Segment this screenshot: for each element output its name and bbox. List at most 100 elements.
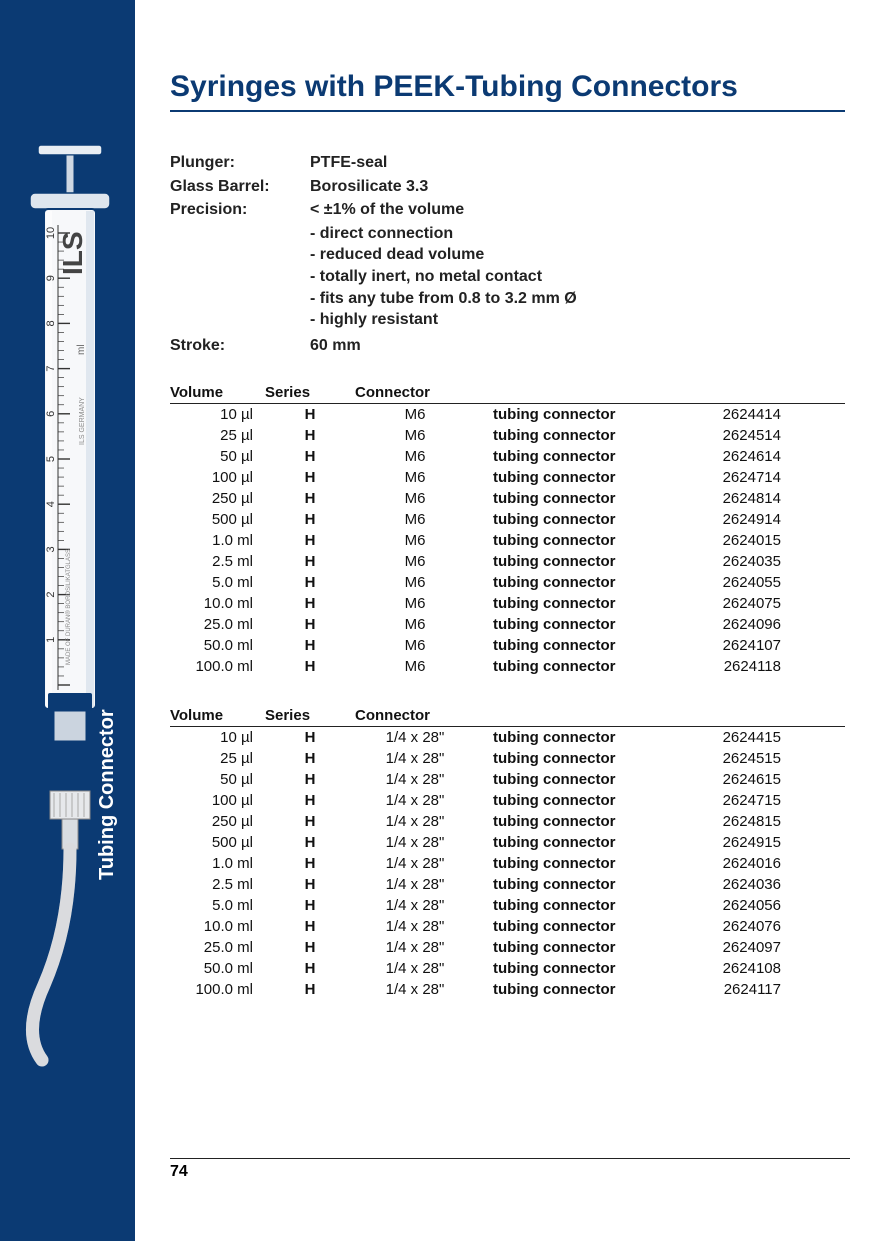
cell-series: H [265, 916, 355, 937]
spec-label: Glass Barrel: [170, 176, 310, 198]
side-label: Tubing Connector [96, 709, 119, 880]
cell-volume: 100.0 ml [170, 656, 265, 677]
cell-volume: 500 µl [170, 832, 265, 853]
cell-connector: M6 [355, 488, 475, 509]
cell-code: 2624016 [685, 853, 785, 874]
feature-list: - direct connection- reduced dead volume… [310, 223, 845, 331]
cell-connector: 1/4 x 28" [355, 832, 475, 853]
cell-desc: tubing connector [475, 895, 685, 916]
feature-item: - reduced dead volume [310, 244, 845, 266]
cell-connector: 1/4 x 28" [355, 979, 475, 1000]
cell-code: 2624615 [685, 769, 785, 790]
spec-list: Plunger: PTFE-seal Glass Barrel: Borosil… [170, 152, 845, 356]
cell-volume: 25 µl [170, 748, 265, 769]
cell-connector: M6 [355, 635, 475, 656]
cell-code: 2624415 [685, 727, 785, 748]
cell-code: 2624035 [685, 551, 785, 572]
col-series: Series [265, 707, 355, 724]
cell-series: H [265, 614, 355, 635]
spec-value: 60 mm [310, 335, 361, 357]
table-row: 10.0 mlHM6tubing connector2624075 [170, 593, 845, 614]
cell-series: H [265, 979, 355, 1000]
table-header: Volume Series Connector [170, 707, 845, 727]
svg-text:4: 4 [45, 501, 57, 507]
feature-item: - highly resistant [310, 309, 845, 331]
cell-connector: M6 [355, 404, 475, 425]
cell-volume: 500 µl [170, 509, 265, 530]
table-row: 100.0 mlHM6tubing connector2624118 [170, 656, 845, 677]
table-row: 250 µlH1/4 x 28"tubing connector2624815 [170, 811, 845, 832]
cell-code: 2624915 [685, 832, 785, 853]
svg-text:7: 7 [45, 366, 57, 372]
cell-volume: 100 µl [170, 467, 265, 488]
cell-desc: tubing connector [475, 769, 685, 790]
cell-code: 2624414 [685, 404, 785, 425]
cell-connector: M6 [355, 446, 475, 467]
cell-series: H [265, 488, 355, 509]
main-content: Syringes with PEEK-Tubing Connectors Plu… [170, 70, 845, 1030]
cell-series: H [265, 874, 355, 895]
table-quarter: Volume Series Connector 10 µlH1/4 x 28"t… [170, 707, 845, 1000]
cell-connector: 1/4 x 28" [355, 874, 475, 895]
table-row: 10 µlHM6tubing connector2624414 [170, 404, 845, 425]
cell-code: 2624515 [685, 748, 785, 769]
spec-stroke: Stroke: 60 mm [170, 335, 845, 357]
table-row: 50 µlHM6tubing connector2624614 [170, 446, 845, 467]
syringe-illustration: 12345678910 ILS ml ILS GERMANY MADE OF D… [24, 145, 116, 1075]
table-row: 25 µlHM6tubing connector2624514 [170, 425, 845, 446]
cell-desc: tubing connector [475, 874, 685, 895]
cell-code: 2624056 [685, 895, 785, 916]
spec-precision: Precision: < ±1% of the volume [170, 199, 845, 221]
svg-text:5: 5 [45, 456, 57, 462]
svg-text:10: 10 [45, 227, 57, 239]
cell-volume: 250 µl [170, 488, 265, 509]
cell-volume: 10 µl [170, 404, 265, 425]
cell-connector: M6 [355, 656, 475, 677]
cell-code: 2624714 [685, 467, 785, 488]
svg-text:MADE OF DURAN® BOROSILIKATGLAS: MADE OF DURAN® BOROSILIKATGLASS [65, 549, 72, 665]
cell-connector: M6 [355, 425, 475, 446]
cell-volume: 250 µl [170, 811, 265, 832]
cell-connector: 1/4 x 28" [355, 958, 475, 979]
cell-connector: M6 [355, 509, 475, 530]
table-row: 500 µlH1/4 x 28"tubing connector2624915 [170, 832, 845, 853]
cell-desc: tubing connector [475, 425, 685, 446]
cell-volume: 10.0 ml [170, 593, 265, 614]
cell-series: H [265, 425, 355, 446]
cell-desc: tubing connector [475, 727, 685, 748]
cell-series: H [265, 572, 355, 593]
cell-volume: 2.5 ml [170, 551, 265, 572]
cell-series: H [265, 593, 355, 614]
cell-series: H [265, 727, 355, 748]
cell-connector: 1/4 x 28" [355, 811, 475, 832]
spec-label: Stroke: [170, 335, 310, 357]
cell-connector: 1/4 x 28" [355, 727, 475, 748]
cell-desc: tubing connector [475, 811, 685, 832]
cell-desc: tubing connector [475, 593, 685, 614]
cell-code: 2624514 [685, 425, 785, 446]
cell-volume: 100.0 ml [170, 979, 265, 1000]
cell-volume: 100 µl [170, 790, 265, 811]
cell-volume: 5.0 ml [170, 895, 265, 916]
spec-label: Plunger: [170, 152, 310, 174]
table-row: 250 µlHM6tubing connector2624814 [170, 488, 845, 509]
table-m6: Volume Series Connector 10 µlHM6tubing c… [170, 384, 845, 677]
cell-series: H [265, 937, 355, 958]
cell-connector: M6 [355, 530, 475, 551]
cell-series: H [265, 551, 355, 572]
cell-code: 2624107 [685, 635, 785, 656]
cell-code: 2624096 [685, 614, 785, 635]
svg-text:ILS GERMANY: ILS GERMANY [79, 397, 86, 445]
table-row: 50.0 mlHM6tubing connector2624107 [170, 635, 845, 656]
cell-desc: tubing connector [475, 467, 685, 488]
cell-series: H [265, 895, 355, 916]
spec-value: < ±1% of the volume [310, 199, 464, 221]
cell-desc: tubing connector [475, 551, 685, 572]
cell-desc: tubing connector [475, 635, 685, 656]
cell-series: H [265, 509, 355, 530]
cell-series: H [265, 811, 355, 832]
cell-code: 2624914 [685, 509, 785, 530]
spec-value: PTFE-seal [310, 152, 387, 174]
cell-code: 2624117 [685, 979, 785, 1000]
syringe-brand: ILS [57, 231, 88, 275]
